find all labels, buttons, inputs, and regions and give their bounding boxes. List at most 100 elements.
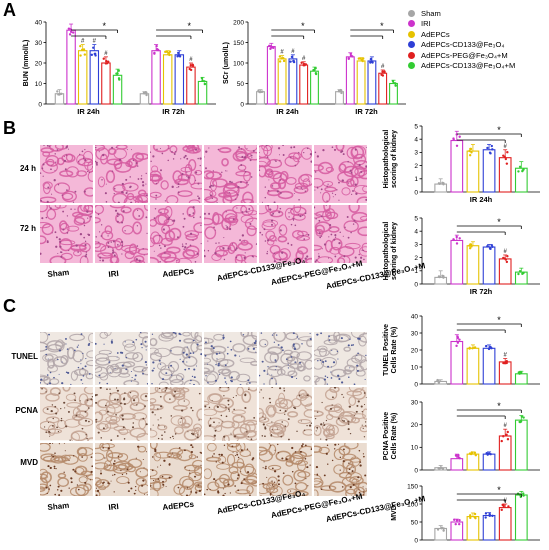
tubule	[251, 332, 258, 340]
nucleus	[184, 466, 186, 468]
nucleus	[43, 145, 45, 146]
nucleus	[347, 428, 350, 431]
nucleus	[159, 247, 162, 249]
nucleus	[57, 253, 59, 255]
nucleus	[112, 248, 114, 250]
y-axis-label: PCNA Positive	[383, 412, 390, 460]
tubule	[266, 422, 282, 428]
nucleus	[320, 235, 323, 237]
nucleus	[334, 255, 337, 258]
nucleus	[158, 260, 161, 263]
nucleus	[191, 445, 194, 448]
tubule	[186, 206, 196, 218]
nucleus	[114, 209, 117, 212]
nucleus	[293, 219, 295, 221]
micrograph-bg	[40, 332, 93, 386]
nucleus	[87, 217, 89, 219]
nucleus	[246, 431, 249, 433]
nucleus	[362, 490, 365, 493]
nucleus	[52, 442, 54, 444]
tubule	[350, 176, 359, 188]
bar	[356, 60, 366, 105]
nucleus	[152, 424, 154, 426]
nucleus	[303, 151, 305, 154]
tubule	[149, 488, 159, 496]
nucleus	[154, 198, 157, 200]
nucleus	[82, 383, 84, 385]
nucleus	[121, 182, 124, 186]
tubule	[149, 347, 159, 355]
nucleus	[173, 152, 176, 155]
nucleus	[328, 485, 331, 487]
nucleus	[167, 218, 169, 221]
nucleus	[198, 419, 200, 421]
nucleus	[343, 396, 345, 399]
tubule	[204, 217, 215, 226]
nucleus	[264, 467, 268, 469]
micrograph-texture	[259, 145, 313, 203]
tubule	[345, 463, 357, 475]
nucleus	[168, 398, 171, 401]
tubule	[135, 152, 148, 161]
tubule	[341, 187, 351, 196]
nucleus	[360, 171, 363, 174]
nucleus	[233, 397, 235, 399]
nucleus	[308, 180, 310, 183]
tubule	[204, 401, 211, 407]
data-point	[500, 439, 503, 443]
nucleus	[284, 410, 287, 413]
nucleus	[74, 208, 76, 210]
nucleus	[233, 408, 236, 411]
micrograph-texture	[259, 205, 313, 263]
nucleus	[174, 151, 177, 153]
nucleus	[172, 332, 175, 334]
tubule	[49, 145, 64, 152]
data-point	[522, 416, 525, 419]
nucleus	[105, 183, 107, 185]
nucleus	[249, 382, 252, 384]
data-point	[391, 79, 395, 83]
tubule	[149, 398, 157, 404]
nucleus	[349, 169, 352, 172]
nucleus	[354, 148, 357, 151]
tubule	[348, 396, 357, 407]
tubule	[357, 226, 367, 237]
nucleus	[253, 256, 255, 258]
tubule	[213, 403, 228, 413]
nucleus	[222, 461, 225, 464]
nucleus	[54, 231, 57, 234]
data-point	[505, 162, 509, 165]
data-point	[517, 272, 520, 276]
nucleus	[277, 475, 281, 478]
nucleus	[306, 425, 309, 427]
tubule	[82, 150, 93, 164]
tubule	[232, 409, 247, 416]
nucleus	[279, 154, 281, 156]
tubule	[287, 488, 298, 494]
panel-label-b: B	[3, 118, 16, 138]
tubule	[314, 445, 323, 453]
nucleus	[274, 359, 277, 362]
nucleus	[356, 369, 360, 372]
nucleus	[146, 232, 148, 234]
nucleus	[362, 249, 365, 252]
nucleus	[186, 346, 188, 348]
nucleus	[42, 163, 45, 166]
data-point	[456, 335, 459, 338]
nucleus	[282, 145, 285, 147]
tubule	[328, 425, 340, 436]
tubule	[118, 367, 129, 375]
group-label: IR 72h	[355, 107, 378, 116]
tubule	[355, 369, 366, 377]
tubule	[344, 364, 356, 373]
y-tick-label: 40	[411, 313, 419, 320]
nucleus	[143, 405, 146, 408]
nucleus	[161, 483, 164, 486]
nucleus	[316, 428, 318, 430]
nucleus	[139, 470, 141, 472]
nucleus	[357, 400, 361, 403]
legend-item: IRI	[408, 19, 548, 29]
nucleus	[60, 420, 63, 422]
tubule	[177, 190, 193, 197]
